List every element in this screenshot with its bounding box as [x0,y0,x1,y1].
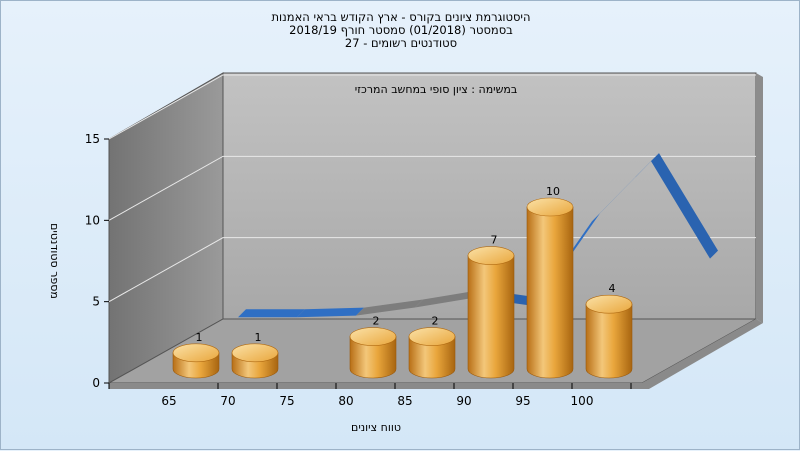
x-tick-label-85: 85 [397,394,412,408]
data-labels: 1 1 2 2 7 10 4 [196,185,616,344]
trend-segment-7 [651,153,718,259]
data-label-85: 2 [432,315,439,328]
x-tick-label-75: 75 [279,394,294,408]
trend-segment-6 [592,153,659,222]
data-label-100: 4 [609,282,616,295]
x-axis-ticks: 65 70 75 80 85 90 95 100 [108,383,632,408]
y-axis-title: מספר סטודנטים [48,223,61,299]
chart-subtitle: במשימה : ציון סופי במחשב המרכזי [355,83,518,96]
trend-segment-3 [415,289,482,308]
gridline-5 [108,237,756,303]
bar-top-90 [467,246,515,265]
bar-body-90 [467,255,515,379]
data-label-70: 1 [255,331,262,344]
y-tick-label-5: 5 [92,295,100,309]
bar-body-85 [408,336,456,379]
bar-top-95 [526,197,574,217]
gridlines [108,74,756,303]
trend-segment-1 [297,307,364,318]
bar-body-95 [526,206,574,379]
title-line-semester: בסמסטר (01/2018) סמסטר חורף 2018/19 [289,23,513,37]
x-tick-label-80: 80 [338,394,353,408]
x-tick-label-95: 95 [515,394,530,408]
y-axis-ticks: 0 5 10 15 [85,132,109,390]
title-line-students: סטודנטים רשומים - 27 [344,36,458,50]
data-label-95: 10 [546,185,560,198]
bar-top-65 [172,343,220,363]
data-label-80: 2 [373,315,380,328]
trend-ribbon [238,153,718,318]
bar-body-80 [349,336,397,379]
bars-group [172,197,633,379]
x-tick-label-90: 90 [456,394,471,408]
x-tick-label-100: 100 [571,394,594,408]
y-tick-label-15: 15 [85,132,100,146]
chart-title: היסטוגרמת ציונים בקורס - ארץ הקודש בראי … [1,11,800,50]
bar-top-85 [408,327,456,346]
y-tick-label-0: 0 [92,376,100,390]
data-label-65: 1 [196,331,203,344]
bar-body-100 [585,303,633,379]
data-label-90: 7 [491,234,498,247]
gridline-10 [108,155,756,221]
x-tick-label-65: 65 [161,394,176,408]
title-line-course: היסטוגרמת ציונים בקורס - ארץ הקודש בראי … [271,10,531,24]
bar-top-70 [231,343,279,363]
bar-top-80 [349,327,397,346]
y-tick-label-10: 10 [85,213,100,227]
x-tick-label-70: 70 [220,394,235,408]
bar-top-100 [585,294,633,314]
x-axis-title: טווח ציונים [351,421,401,434]
trend-segment-0 [238,309,305,318]
gridline-15 [108,74,756,140]
right-edge [756,73,763,323]
trend-segment-2 [356,299,423,316]
